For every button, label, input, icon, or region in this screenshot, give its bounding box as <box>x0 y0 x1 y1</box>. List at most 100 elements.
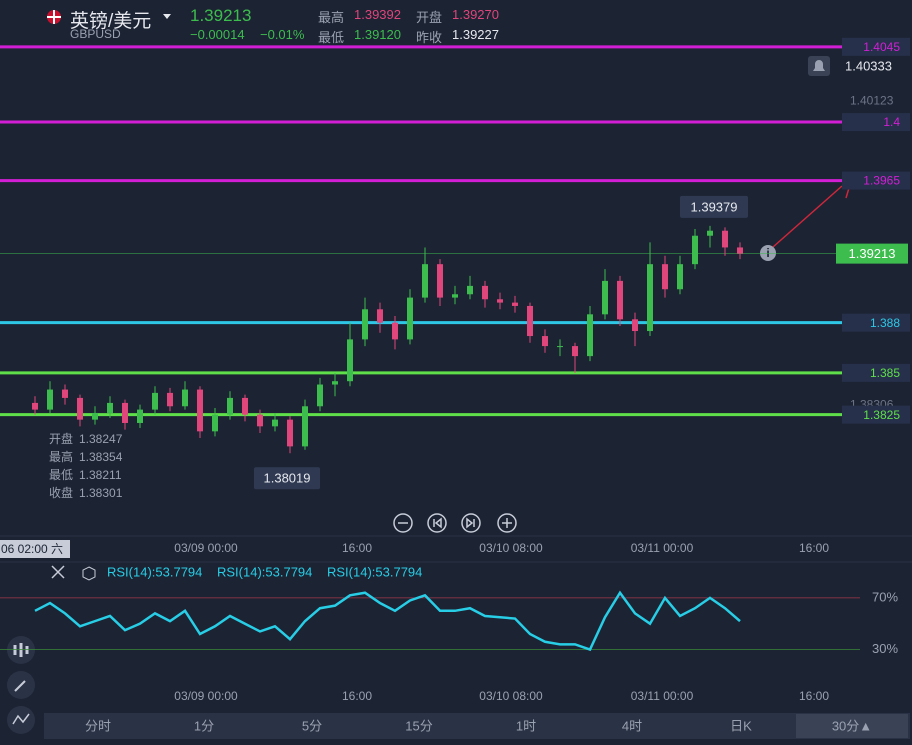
x-tick-label: 16:00 <box>799 541 829 555</box>
last-price-box <box>836 243 908 264</box>
info-icon[interactable] <box>760 245 776 261</box>
timeframe-tab[interactable]: 1分 <box>194 718 214 733</box>
settings-icon[interactable] <box>82 566 96 581</box>
level-label-box <box>842 37 910 56</box>
candle-body <box>107 402 113 413</box>
rsi-legend: RSI(14):53.7794 <box>327 564 422 579</box>
change: −0.00014 <box>190 27 245 42</box>
instrument-name[interactable]: 英镑/美元 <box>70 11 152 32</box>
timeframe-tab[interactable]: 30分▲ <box>832 718 872 733</box>
candle-body <box>302 406 308 447</box>
candle-body <box>542 336 548 347</box>
stat-label: 最低 <box>318 30 345 45</box>
level-label-box <box>842 313 910 332</box>
change-pct: −0.01% <box>260 27 305 42</box>
last-price-label: 1.39213 <box>849 246 896 261</box>
ohlc-value: 1.38211 <box>79 468 122 482</box>
dropdown-icon[interactable] <box>163 14 171 19</box>
candle-body <box>512 302 518 306</box>
level-label: 1.388 <box>870 316 900 330</box>
low-callout: 1.38019 <box>264 471 311 486</box>
tab-active <box>796 714 908 738</box>
candle-body <box>632 319 638 332</box>
candle-body <box>47 389 53 410</box>
candle-body <box>437 264 443 298</box>
toolbar[interactable] <box>7 636 35 734</box>
x-tick-label: 03/09 00:00 <box>174 689 238 703</box>
candle-body <box>722 230 728 248</box>
candle-body <box>482 285 488 300</box>
candle-body <box>407 297 413 340</box>
stat-value: 1.39120 <box>354 27 401 42</box>
candle-body <box>272 419 278 427</box>
stat-value: 1.39392 <box>354 7 401 22</box>
last-price: 1.39213 <box>190 6 252 25</box>
high-callout: 1.39379 <box>691 199 738 214</box>
level-label-box <box>842 363 910 382</box>
level-label: 1.4 <box>883 115 900 129</box>
rsi-legend: RSI(14):53.7794 <box>217 564 312 579</box>
stat-value: 1.39227 <box>452 27 499 42</box>
level-label-box <box>842 171 910 190</box>
candle-body <box>317 384 323 407</box>
candle-body <box>452 294 458 298</box>
candle-body <box>287 419 293 447</box>
y-tick-label: 1.40123 <box>850 94 894 108</box>
timeframe-tab[interactable]: 日K <box>730 718 752 733</box>
instrument-symbol: GBPUSD <box>70 27 121 41</box>
flag-icon <box>47 10 61 24</box>
candle-body <box>362 309 368 340</box>
candle-body <box>587 314 593 357</box>
candle-body <box>692 235 698 265</box>
callout-box <box>680 195 748 218</box>
rsi-level-label: 30% <box>872 641 898 656</box>
candle-body <box>152 392 158 410</box>
tab-bar <box>44 713 910 739</box>
timeframe-tab[interactable]: 4时 <box>622 718 642 733</box>
timeframe-tab[interactable]: 分时 <box>85 718 111 733</box>
candle-body <box>497 299 503 303</box>
candle-body <box>677 264 683 290</box>
candle-body <box>707 230 713 236</box>
timeframe-tab[interactable]: 5分 <box>302 718 322 733</box>
candle-body <box>527 305 533 337</box>
x-tick-label: 16:00 <box>342 541 372 555</box>
ohlc-label: 开盘 <box>49 431 73 446</box>
cursor-time-box <box>0 540 70 558</box>
candle-body <box>377 309 383 323</box>
candle-body <box>167 392 173 407</box>
ohlc-value: 1.38354 <box>79 450 123 464</box>
candle-body <box>242 397 248 415</box>
timeframe-tab[interactable]: 15分 <box>405 718 432 733</box>
alert-price: 1.40333 <box>845 58 892 73</box>
candle-body <box>662 264 668 290</box>
candle-body <box>572 346 578 357</box>
ohlc-label: 收盘 <box>49 485 73 500</box>
x-tick-label: 16:00 <box>799 689 829 703</box>
level-label: 1.3965 <box>863 174 900 188</box>
ohlc-value: 1.38247 <box>79 432 123 446</box>
close-icon[interactable] <box>51 565 65 579</box>
rsi-line <box>34 590 741 652</box>
candle-body <box>197 389 203 432</box>
candle-body <box>347 339 353 382</box>
info-icon: i <box>766 246 769 260</box>
candle-body <box>257 414 263 427</box>
timeframe-tab[interactable]: 1时 <box>516 718 536 733</box>
x-tick-label: 03/09 00:00 <box>174 541 238 555</box>
level-label: 1.4045 <box>863 40 900 54</box>
level-label-box <box>842 405 910 424</box>
candle-body <box>737 247 743 254</box>
stat-label: 最高 <box>318 10 345 25</box>
x-tick-label: 03/11 00:00 <box>631 689 694 703</box>
rsi-legend: RSI(14):53.7794 <box>107 564 202 579</box>
candle-body <box>602 280 608 315</box>
zoom-controls[interactable] <box>393 513 517 533</box>
x-tick-label: 03/10 08:00 <box>479 689 543 703</box>
x-tick-label: 03/10 08:00 <box>479 541 543 555</box>
alert-icon <box>813 60 825 71</box>
ohlc-value: 1.38301 <box>79 486 123 500</box>
ohlc-label: 最高 <box>49 449 73 464</box>
x-tick-label: 03/11 00:00 <box>631 541 694 555</box>
stat-label: 开盘 <box>416 10 443 25</box>
